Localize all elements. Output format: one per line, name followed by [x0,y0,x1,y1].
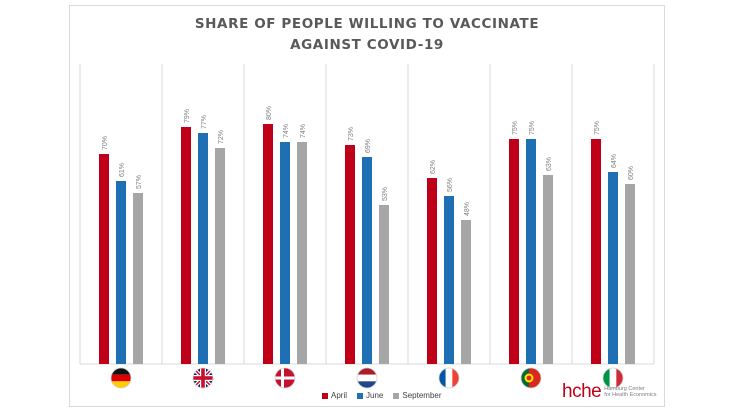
flag-france-icon [438,367,460,389]
bar-april [263,124,273,364]
bar-september [297,142,307,364]
logo-subtitle-line-1: Hamburg Center [604,385,645,392]
legend-label-june: June [366,391,384,400]
bar-april [345,145,355,364]
legend-swatch-april [322,392,328,399]
bar-june [280,142,290,364]
bar-april [591,139,601,364]
bar-september [133,193,143,364]
data-label: 53% [382,187,389,201]
flag-netherlands-icon [356,367,378,389]
data-label: 75% [529,121,536,135]
bar-june [362,157,372,364]
data-label: 74% [283,124,290,138]
chart-title: SHARE OF PEOPLE WILLING TO VACCINATE AGA… [69,14,665,56]
bar-june [198,133,208,364]
legend-item-september: September [393,391,442,400]
data-label: 70% [102,136,109,150]
data-label: 60% [628,166,635,180]
data-label: 56% [447,178,454,192]
flag-portugal-icon [520,367,542,389]
legend-item-april: April [322,391,347,400]
legend-label-september: September [402,391,442,400]
bar-april [509,139,519,364]
bar-april [427,178,437,364]
data-label: 73% [348,127,355,141]
legend-label-april: April [331,391,348,400]
flag-denmark-icon [274,367,296,389]
data-label: 80% [266,106,273,120]
legend-swatch-september [393,392,400,399]
data-label: 79% [184,109,191,123]
flag-germany-icon [110,367,132,389]
logo-text: hche [562,381,602,402]
bar-september [543,175,553,364]
bar-june [444,196,454,364]
bar-june [116,181,126,364]
legend-item-june: June [357,391,383,400]
data-label: 48% [464,202,471,216]
data-label: 63% [546,157,553,171]
flag-italy-icon [602,367,624,389]
data-label: 69% [365,139,372,153]
bar-april [181,127,191,364]
bar-september [215,148,225,364]
bar-september [461,220,471,364]
logo-subtitle-line-2: for Health Economics [604,392,657,398]
legend-swatch-june [357,392,364,399]
bar-june [608,172,618,364]
data-label: 74% [300,124,307,138]
chart-title-line-2: AGAINST COVID-19 [290,37,444,53]
data-label: 77% [201,115,208,129]
bar-september [625,184,635,364]
bar-september [379,205,389,364]
data-label: 64% [611,154,618,168]
chart-title-line-1: SHARE OF PEOPLE WILLING TO VACCINATE [194,16,540,32]
data-label: 75% [594,121,601,135]
logo-subtitle: Hamburg Center for Health Economics [604,386,656,399]
legend: April June September [322,391,442,400]
data-label: 72% [218,130,225,144]
bar-june [526,139,536,364]
bar-april [99,154,109,364]
flag-uk-icon [192,367,214,389]
hche-logo: hche Hamburg Center for Health Economics [562,381,656,403]
data-label: 61% [119,163,126,177]
data-label: 62% [430,160,437,174]
data-label: 57% [136,175,143,189]
data-label: 75% [512,121,519,135]
